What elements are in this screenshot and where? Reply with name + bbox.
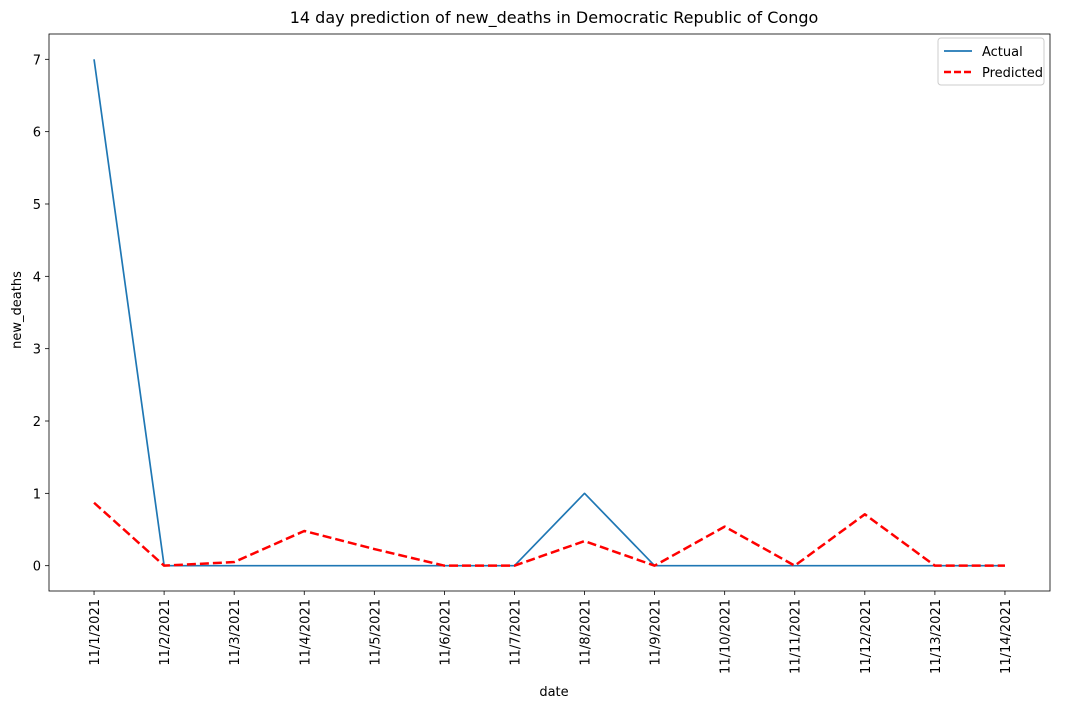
x-axis-label: date [539,685,568,700]
y-tick-label: 4 [33,270,41,285]
chart-title: 14 day prediction of new_deaths in Democ… [290,8,819,28]
x-tick-label: 11/14/2021 [999,599,1014,674]
series-line-predicted [93,501,1005,567]
x-tick-label: 11/4/2021 [298,599,313,666]
x-tick-label: 11/9/2021 [649,599,664,666]
x-tick-label: 11/11/2021 [789,599,804,674]
y-axis-label: new_deaths [10,271,25,349]
x-tick-label: 11/5/2021 [368,599,383,666]
x-tick-label: 11/3/2021 [228,599,243,666]
series-line-actual [93,59,1005,567]
legend: Actual Predicted [937,37,1045,86]
x-tick-label: 11/1/2021 [88,599,103,666]
x-tick-label: 11/6/2021 [438,599,453,666]
y-tick-label: 0 [33,560,41,575]
x-tick-label: 11/12/2021 [859,599,874,674]
x-tick-label: 11/7/2021 [508,599,523,666]
x-tick-label: 11/2/2021 [158,599,173,666]
plot-frame [48,33,1051,592]
y-tick-label: 3 [33,343,41,358]
legend-label-predicted: Predicted [982,66,1043,81]
y-tick-label: 2 [33,415,41,430]
y-tick-label: 6 [33,126,41,141]
x-tick-label: 11/8/2021 [579,599,594,666]
y-tick-label: 5 [33,198,41,213]
x-tick-label: 11/13/2021 [929,599,944,674]
y-tick-label: 1 [33,487,41,502]
legend-label-actual: Actual [982,45,1023,60]
y-tick-label: 7 [33,53,41,68]
x-tick-label: 11/10/2021 [719,599,734,674]
